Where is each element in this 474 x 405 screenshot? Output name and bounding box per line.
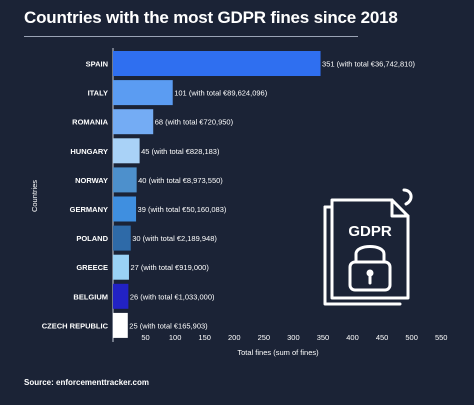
category-label: SPAIN <box>86 60 108 69</box>
x-tick-label: 400 <box>346 333 359 342</box>
x-tick-label: 200 <box>228 333 241 342</box>
data-label: 351 (with total €36,742,810) <box>322 60 415 69</box>
data-label: 39 (with total €50,160,083) <box>138 205 227 214</box>
x-tick-label: 150 <box>198 333 211 342</box>
data-label: 27 (with total €919,000) <box>130 263 209 272</box>
bar-poland <box>113 225 131 251</box>
bar-spain <box>113 51 321 76</box>
x-tick-label: 250 <box>258 333 271 342</box>
data-label: 30 (with total €2,189,948) <box>132 234 217 243</box>
x-tick-label: 350 <box>317 333 330 342</box>
data-label: 45 (with total €828,183) <box>141 147 220 156</box>
category-label: GREECE <box>76 263 108 272</box>
x-tick-label: 50 <box>141 333 149 342</box>
category-label: CZECH REPUBLIC <box>42 321 109 330</box>
x-tick-label: 500 <box>405 333 418 342</box>
category-label: NORWAY <box>75 176 108 185</box>
data-label: 68 (with total €720,950) <box>155 118 234 127</box>
bar-czech-republic <box>113 312 128 338</box>
category-label: POLAND <box>76 234 108 243</box>
data-label: 26 (with total €1,033,000) <box>130 292 215 301</box>
category-label: HUNGARY <box>70 147 108 156</box>
bar-germany <box>113 196 137 222</box>
x-tick-label: 100 <box>169 333 182 342</box>
title-divider <box>24 36 358 37</box>
bar-romania <box>113 109 154 135</box>
category-label: BELGIUM <box>73 292 108 301</box>
data-label: 40 (with total €8,973,550) <box>138 176 223 185</box>
category-label: ITALY <box>88 89 108 98</box>
bar-norway <box>113 167 137 193</box>
x-tick-label: 300 <box>287 333 300 342</box>
bar-belgium <box>113 283 129 309</box>
data-label: 25 (with total €165,903) <box>129 321 208 330</box>
bar-greece <box>113 254 129 280</box>
data-label: 101 (with total €89,624,096) <box>174 89 267 98</box>
category-label: GERMANY <box>70 205 108 214</box>
chart-title: Countries with the most GDPR fines since… <box>24 8 398 27</box>
x-tick-label: 550 <box>435 333 448 342</box>
y-axis-title: Countries <box>30 180 39 212</box>
gdpr-icon-label: GDPR <box>348 223 392 240</box>
bar-hungary <box>113 138 140 164</box>
bar-italy <box>113 80 173 106</box>
gdpr-document-lock-icon: GDPR <box>323 188 413 306</box>
x-axis-title: Total fines (sum of fines) <box>237 348 319 357</box>
x-tick-label: 450 <box>376 333 389 342</box>
source-note: Source: enforcementtracker.com <box>24 378 149 387</box>
category-label: ROMANIA <box>72 118 108 127</box>
